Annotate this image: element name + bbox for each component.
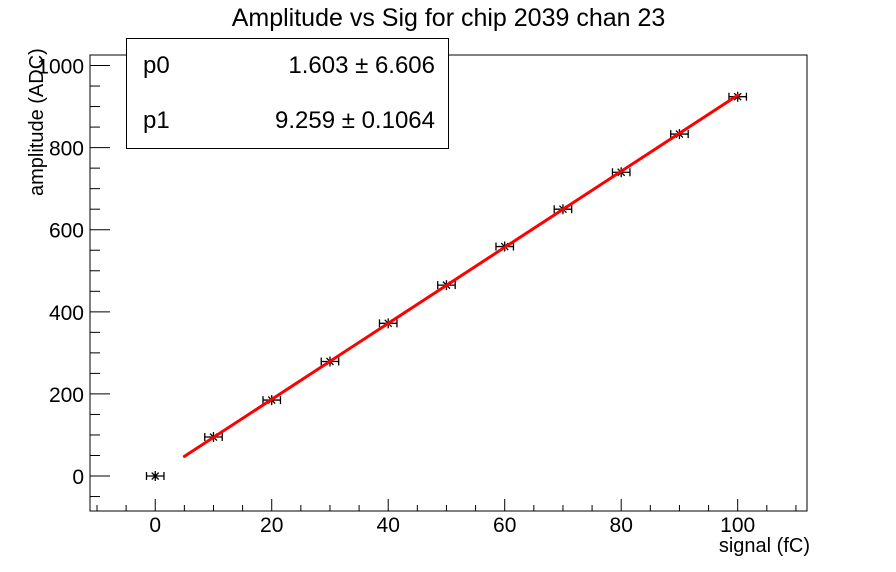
x-tick-label: 0 (149, 514, 161, 537)
x-tick-label: 80 (610, 514, 633, 537)
data-point-marker (145, 471, 165, 482)
chart-title: Amplitude vs Sig for chip 2039 chan 23 (231, 4, 666, 32)
x-tick-label: 60 (493, 514, 516, 537)
y-axis-title: amplitude (ADC) (26, 48, 48, 196)
stats-param-value: 9.259 ± 0.1064 (275, 106, 435, 134)
y-tick-label: 600 (49, 220, 84, 243)
x-axis-title: signal (fC) (718, 535, 810, 557)
stats-param-value: 1.603 ± 6.606 (288, 52, 435, 80)
y-tick-label: 400 (49, 302, 84, 325)
x-tick-label: 20 (260, 514, 283, 537)
fit-stats-box: p0 1.603 ± 6.606 p1 9.259 ± 0.1064 (126, 38, 449, 149)
x-tick-label: 100 (720, 514, 755, 537)
stats-row-p0: p0 1.603 ± 6.606 (127, 52, 448, 80)
y-tick-label: 0 (72, 466, 84, 489)
stats-param-name: p0 (143, 52, 170, 80)
fit-line (182, 93, 740, 458)
y-tick-label: 800 (49, 138, 84, 161)
y-tick-label: 200 (49, 384, 84, 407)
stats-row-p1: p1 9.259 ± 0.1064 (127, 107, 448, 135)
stats-param-name: p1 (143, 106, 170, 134)
y-tick-label: 1000 (37, 56, 84, 79)
x-tick-label: 40 (377, 514, 400, 537)
